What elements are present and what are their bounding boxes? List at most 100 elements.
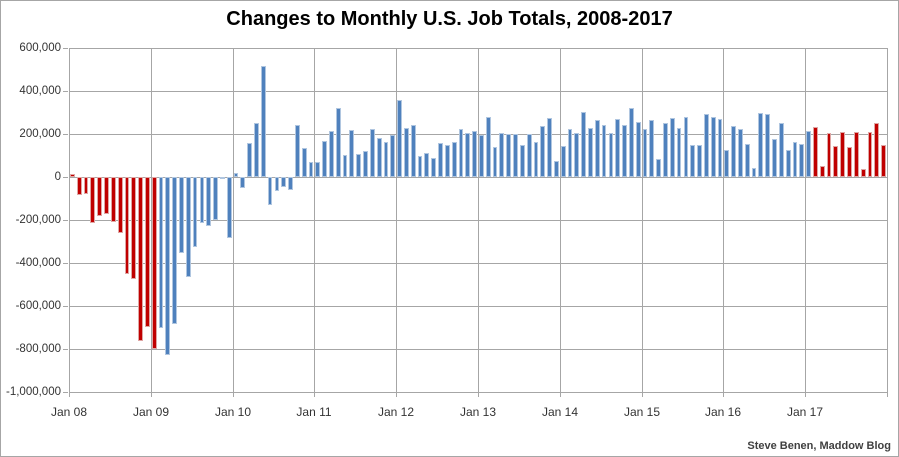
bar-2016-02 (731, 126, 737, 177)
bar-2008-12 (144, 177, 150, 327)
y-axis-label: -400,000 (15, 257, 61, 269)
bar-2010-04 (254, 123, 259, 177)
bar-2017-08 (853, 132, 859, 177)
bar-2015-06 (676, 127, 682, 177)
bar-2009-04 (172, 177, 178, 325)
bar-2016-07 (765, 114, 771, 177)
x-axis-label: Jan 11 (296, 405, 332, 419)
bar-2013-09 (533, 141, 539, 177)
y-axis-label: 600,000 (19, 42, 61, 54)
bar-2015-10 (703, 113, 709, 177)
y-axis-tick (63, 48, 68, 49)
bar-2015-03 (656, 158, 662, 177)
chart-title: Changes to Monthly U.S. Job Totals, 2008… (226, 8, 673, 30)
v-gridline (151, 48, 152, 392)
bar-2012-09 (451, 142, 457, 177)
bar-2008-01 (70, 173, 75, 177)
v-gridline (887, 48, 888, 392)
v-gridline (560, 48, 561, 392)
bar-2014-09 (615, 118, 621, 177)
bar-2013-01 (479, 134, 484, 177)
credit-text: Steve Benen, Maddow Blog (747, 440, 891, 452)
bar-2014-07 (601, 124, 607, 177)
bar-2016-04 (744, 144, 750, 177)
x-axis-label: Jan 16 (704, 405, 742, 419)
bar-2017-10 (867, 131, 873, 177)
x-axis-label: Jan 14 (541, 405, 579, 419)
bar-2010-05 (260, 66, 266, 177)
bar-2010-08 (281, 177, 287, 187)
x-axis-tick (560, 392, 561, 397)
bar-2013-02 (485, 116, 491, 177)
bar-2016-11 (792, 141, 798, 177)
bar-2011-03 (329, 131, 334, 177)
bar-2009-08 (199, 177, 205, 224)
y-axis-label: 200,000 (19, 128, 61, 140)
bar-2014-01 (560, 146, 566, 177)
y-axis-label: -200,000 (15, 214, 61, 226)
bar-2012-02 (404, 128, 409, 177)
bar-2014-02 (567, 129, 573, 177)
y-axis-label: -600,000 (15, 300, 61, 312)
bar-2008-08 (117, 177, 123, 233)
bar-2009-01 (151, 177, 157, 349)
x-axis-tick (723, 392, 724, 397)
bar-2011-06 (349, 130, 355, 177)
bar-2012-05 (424, 153, 430, 177)
bar-2015-05 (669, 118, 675, 177)
bar-2013-12 (553, 160, 559, 177)
bar-2009-06 (185, 177, 191, 278)
bar-2013-04 (499, 133, 505, 177)
x-axis-label: Jan 17 (786, 405, 824, 419)
bar-2010-10 (294, 125, 300, 177)
bar-2011-08 (363, 150, 368, 177)
bar-2012-01 (397, 99, 402, 177)
bar-2016-08 (772, 139, 777, 177)
bar-2012-04 (417, 156, 423, 177)
bar-2016-06 (758, 113, 764, 177)
bar-2015-11 (710, 116, 716, 177)
bar-2017-09 (860, 168, 866, 177)
x-axis-tick (151, 392, 152, 397)
bar-2010-07 (274, 177, 280, 191)
v-gridline (314, 48, 315, 392)
x-axis-tick (314, 392, 315, 397)
y-axis-label: -1,000,000 (6, 386, 61, 398)
bar-2010-01 (233, 173, 239, 177)
bar-2014-08 (608, 133, 614, 177)
x-axis-label: Jan 10 (214, 405, 252, 419)
bar-2009-09 (206, 177, 212, 226)
bar-2013-10 (540, 126, 546, 177)
y-axis-tick (63, 134, 68, 135)
y-axis-tick (63, 220, 68, 221)
bar-2011-04 (335, 107, 341, 177)
bar-2015-01 (642, 129, 648, 177)
bar-2014-05 (588, 127, 593, 177)
bar-2013-08 (526, 133, 532, 177)
bar-2011-02 (322, 140, 328, 177)
bar-2009-07 (192, 177, 198, 248)
bar-2016-10 (785, 150, 791, 177)
bar-2011-10 (376, 137, 382, 177)
bar-2010-03 (247, 143, 253, 177)
bar-2008-03 (83, 177, 89, 195)
v-gridline (642, 48, 643, 392)
y-axis-tick (63, 306, 68, 307)
bar-2017-05 (833, 145, 839, 177)
v-gridline (396, 48, 397, 392)
y-axis-tick (63, 263, 68, 264)
y-axis-tick (63, 392, 68, 393)
bar-2015-07 (683, 117, 689, 177)
bar-2015-02 (649, 120, 655, 177)
bar-2011-07 (356, 154, 362, 177)
bar-2014-10 (622, 124, 627, 177)
bar-2011-12 (390, 134, 396, 177)
bar-2008-05 (97, 177, 103, 217)
v-gridline (69, 48, 70, 392)
bar-2015-09 (697, 144, 702, 177)
y-axis-label: -800,000 (15, 343, 61, 355)
bar-2009-03 (165, 177, 171, 355)
bar-2010-11 (301, 147, 307, 177)
bar-2017-03 (819, 166, 825, 177)
